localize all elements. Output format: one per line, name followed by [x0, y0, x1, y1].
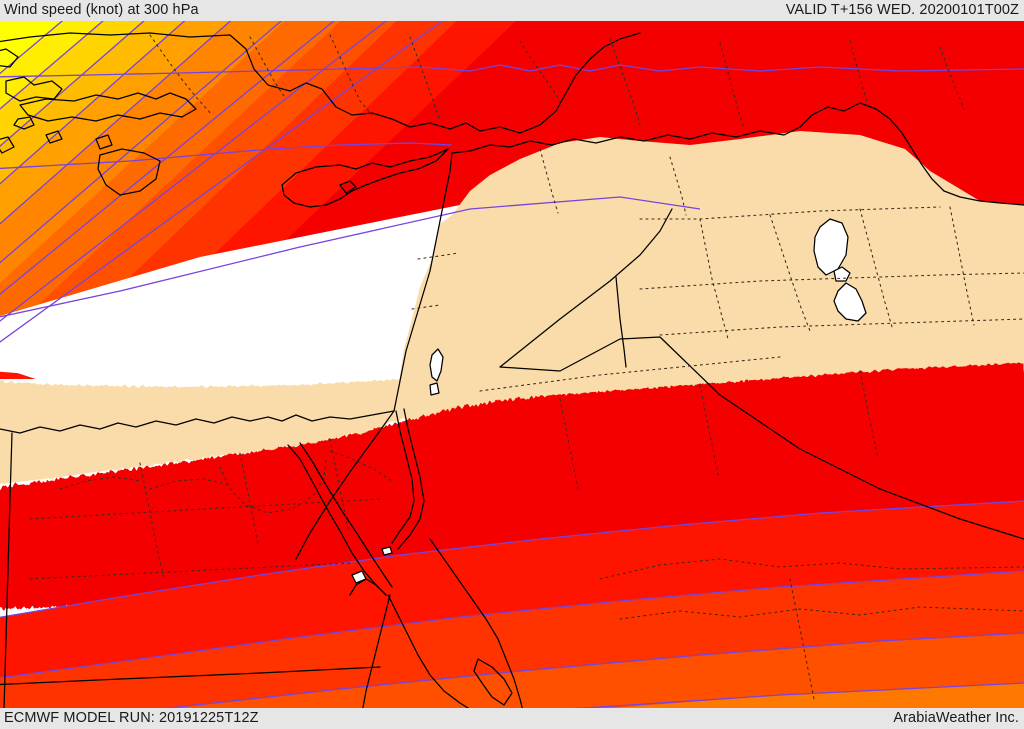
waterbody-bitter-lake [381, 546, 393, 556]
contour-line-north [0, 64, 1024, 78]
map-canvas[interactable] [0, 19, 1024, 709]
provider-label: ArabiaWeather Inc. [893, 710, 1019, 726]
admin-boundary [939, 46, 965, 110]
admin-boundary [669, 156, 687, 216]
admin-boundary [599, 558, 1024, 580]
coastline-islet-b [45, 130, 63, 144]
coastline-islet-d [0, 136, 15, 154]
border-egypt-israel [295, 410, 395, 560]
contour-line [0, 19, 188, 185]
coastline-crete [19, 92, 197, 122]
coastline-gulf-suez-west [287, 444, 387, 596]
valid-time-label: VALID T+156 WED. 20200101T00Z [785, 2, 1019, 18]
coastline-islet-c [95, 134, 113, 150]
admin-boundary [949, 206, 975, 326]
land-mask-egypt-coast [0, 379, 404, 484]
border-egypt-sudan [0, 666, 381, 686]
coastline-cyprus [281, 148, 449, 208]
border-egypt-libya [3, 432, 13, 709]
admin-boundary [519, 40, 561, 102]
coastline-crete-west [5, 76, 63, 102]
coastline-levant [393, 152, 453, 412]
admin-boundary [639, 272, 1024, 290]
admin-boundary [29, 498, 381, 520]
coastline-karpathos [97, 148, 161, 196]
contour-line [0, 19, 390, 322]
admin-boundary [769, 214, 811, 332]
contour-line [0, 19, 234, 225]
footer-bar: ECMWF MODEL RUN: 20191225T12Z ArabiaWeat… [0, 708, 1024, 729]
admin-boundary [479, 356, 781, 392]
admin-boundary [539, 148, 559, 214]
border-turkey-south [451, 102, 1024, 206]
band-130-140-south [600, 683, 1024, 709]
admin-boundary [417, 252, 459, 260]
contour-line-south-3 [153, 632, 1024, 709]
page-title: Wind speed (knot) at 300 hPa [4, 2, 199, 18]
band-140-150-south [160, 633, 1024, 709]
admin-boundary [411, 304, 441, 310]
contour-line-south-2 [0, 570, 1024, 679]
forecast-map[interactable] [0, 19, 1024, 709]
admin-boundary [659, 318, 1024, 336]
contour-lines [0, 19, 1024, 709]
admin-boundary [149, 34, 213, 116]
contour-line [0, 19, 148, 148]
admin-boundaries [29, 34, 1024, 700]
border-syria-iraq [499, 208, 673, 368]
border-syria-jordan [615, 276, 627, 368]
land-mask-sinai-arabia-north [404, 205, 1024, 417]
contour-line [0, 19, 66, 75]
coastline-turkey-south [0, 32, 641, 134]
contour-line [0, 19, 285, 264]
contour-line-south-4 [552, 682, 1024, 709]
admin-boundary [859, 208, 893, 328]
admin-boundary [139, 462, 165, 580]
admin-boundary [789, 578, 815, 700]
contour-line-jet-edge [0, 196, 701, 318]
coastline-redsea-bay [473, 658, 513, 706]
coastlines [0, 32, 1024, 709]
contour-line [0, 19, 338, 296]
admin-boundary [329, 450, 393, 482]
contour-line-north-2 [0, 142, 453, 170]
border-jordan-saudi [499, 336, 1024, 540]
admin-boundary [149, 478, 231, 490]
waterbody-dead-sea-south [429, 382, 440, 396]
admin-boundary [699, 218, 729, 340]
waterbody-lake-razzaza [833, 282, 867, 322]
coastline-redsea-east [429, 538, 524, 709]
admin-boundary [59, 476, 141, 490]
model-run-label: ECMWF MODEL RUN: 20191225T12Z [4, 710, 259, 726]
contour-line-south-1 [0, 500, 1024, 618]
admin-boundary [639, 206, 941, 220]
waterbody-dead-sea [429, 348, 444, 382]
admin-boundary [249, 36, 287, 100]
admin-boundary [619, 606, 1024, 620]
admin-boundary [849, 40, 869, 106]
coastline-egypt-mediterranean [0, 410, 395, 434]
coastline-gulf-aqaba-west [391, 410, 415, 544]
coastline-gulf-suez-east [299, 442, 393, 588]
coastline-aegean-island [0, 48, 19, 68]
admin-boundary [329, 34, 373, 116]
coastline-gulf-aqaba-east [397, 408, 425, 550]
river-nile [362, 594, 391, 709]
land-mask-overlay [0, 205, 1024, 484]
waterbody-lake-habbaniyah [833, 266, 851, 282]
contour-line [0, 19, 107, 110]
waterbody-lake-qarun [351, 570, 367, 584]
coastline-redsea-west [387, 594, 471, 709]
coastline-cyprus-cape [339, 180, 357, 194]
coastline-islet-a [13, 116, 35, 130]
wind-shading-south [0, 359, 1024, 709]
header-bar: Wind speed (knot) at 300 hPa VALID T+156… [0, 0, 1024, 21]
